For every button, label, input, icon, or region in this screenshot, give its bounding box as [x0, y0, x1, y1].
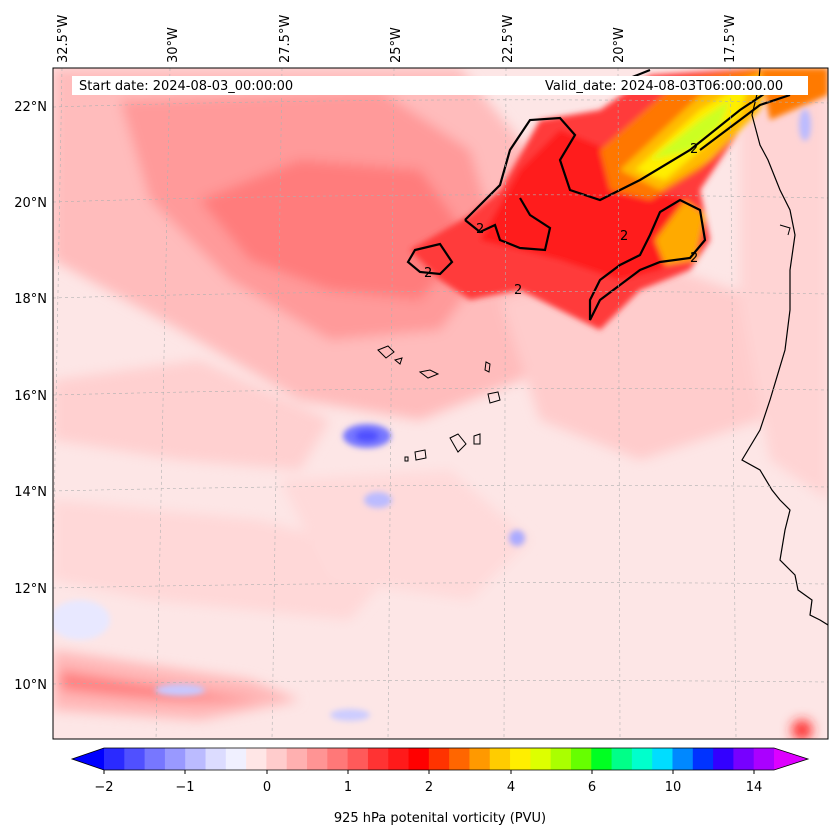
colorbar-tick: −2 [94, 780, 113, 795]
colorbar-extend-max [774, 748, 808, 770]
africa-coastline [741, 68, 828, 626]
lat-label: 18°N [14, 292, 47, 307]
colorbar-segment [347, 748, 369, 770]
contour-label: 2 [424, 266, 432, 281]
colorbar-segment [510, 748, 531, 770]
colorbar-tick: 10 [665, 780, 682, 795]
colorbar-segment [307, 748, 328, 770]
colorbar-segment [367, 748, 389, 770]
contour-label: 2 [690, 251, 698, 266]
lat-label: 20°N [14, 196, 47, 211]
colorbar-tick: 0 [263, 780, 271, 795]
colorbar-label: 925 hPa potenital vorticity (PVU) [334, 811, 546, 826]
contour-label: 2 [514, 283, 522, 298]
pv-high-region [410, 68, 828, 330]
lon-labels: 32.5°W 30°W 27.5°W 25°W 22.5°W 20°W 17.5… [56, 15, 738, 63]
colorbar-segment [449, 748, 470, 770]
date-banner [72, 76, 808, 95]
pv-field: 2 2 2 2 2 2 [53, 68, 828, 739]
lat-label: 22°N [14, 100, 47, 115]
colorbar-segment [388, 748, 410, 770]
lon-label: 27.5°W [278, 15, 293, 63]
contour-labels: 2 2 2 2 2 2 [424, 142, 698, 298]
river-mouth-coast [779, 224, 791, 236]
valid-date: Valid_date: 2024-08-03T06:00:00.00 [545, 79, 783, 94]
colorbar-segment [733, 748, 755, 770]
colorbar-tick: 6 [588, 780, 596, 795]
lon-label: 30°W [166, 27, 181, 63]
colorbar-segment [225, 748, 247, 770]
colorbar-tick: −1 [175, 780, 194, 795]
colorbar-segment [611, 748, 633, 770]
colorbar-segment [266, 748, 288, 770]
colorbar-tick: 1 [344, 780, 352, 795]
colorbar-segment [104, 748, 125, 770]
lat-label: 16°N [14, 389, 47, 404]
colorbar-segment [286, 748, 308, 770]
contour-label: 2 [620, 229, 628, 244]
lon-label: 17.5°W [723, 15, 738, 63]
islands [377, 345, 501, 462]
colorbar-segment [124, 748, 146, 770]
colorbar-segment [713, 748, 734, 770]
contour-label: 2 [476, 222, 484, 237]
lon-label: 25°W [389, 27, 404, 63]
colorbar-segment [327, 748, 349, 770]
colorbar-segment [246, 748, 267, 770]
pv-negative-patches [53, 109, 811, 721]
colorbar-segment [144, 748, 166, 770]
colorbar-segment [428, 748, 450, 770]
colorbar-tick: 14 [746, 780, 763, 795]
colorbar-segment [570, 748, 592, 770]
lat-label: 12°N [14, 582, 47, 597]
colorbar-segment [530, 748, 552, 770]
colorbar-segment [692, 748, 714, 770]
colorbar-tick: 4 [507, 780, 515, 795]
lon-label: 32.5°W [56, 15, 71, 63]
colorbar-segment [164, 748, 186, 770]
colorbar-tick: 2 [425, 780, 433, 795]
lat-label: 10°N [14, 678, 47, 693]
contour-label: 2 [690, 142, 698, 157]
lon-label: 20°W [612, 27, 627, 63]
lat-label: 14°N [14, 485, 47, 500]
colorbar-segment [469, 748, 491, 770]
colorbar-segment [631, 748, 653, 770]
lon-label: 22.5°W [501, 15, 516, 63]
colorbar-extend-min [72, 748, 104, 770]
colorbar-segment [652, 748, 673, 770]
colorbar-segment [550, 748, 572, 770]
colorbar-ticks: −2 −1 0 1 2 4 6 10 14 [94, 780, 762, 795]
colorbar-segment [205, 748, 227, 770]
colorbar-segment [753, 748, 775, 770]
map-frame [52, 67, 829, 740]
colorbar-segment [672, 748, 694, 770]
colorbar-segment [489, 748, 511, 770]
colorbar [70, 747, 810, 774]
colorbar-segment [408, 748, 430, 770]
colorbar-segment [591, 748, 613, 770]
colorbar-segment [185, 748, 207, 770]
lat-labels: 22°N 20°N 18°N 16°N 14°N 12°N 10°N [14, 100, 47, 693]
start-date: Start date: 2024-08-03_00:00:00 [79, 79, 293, 94]
graticule [53, 68, 828, 739]
